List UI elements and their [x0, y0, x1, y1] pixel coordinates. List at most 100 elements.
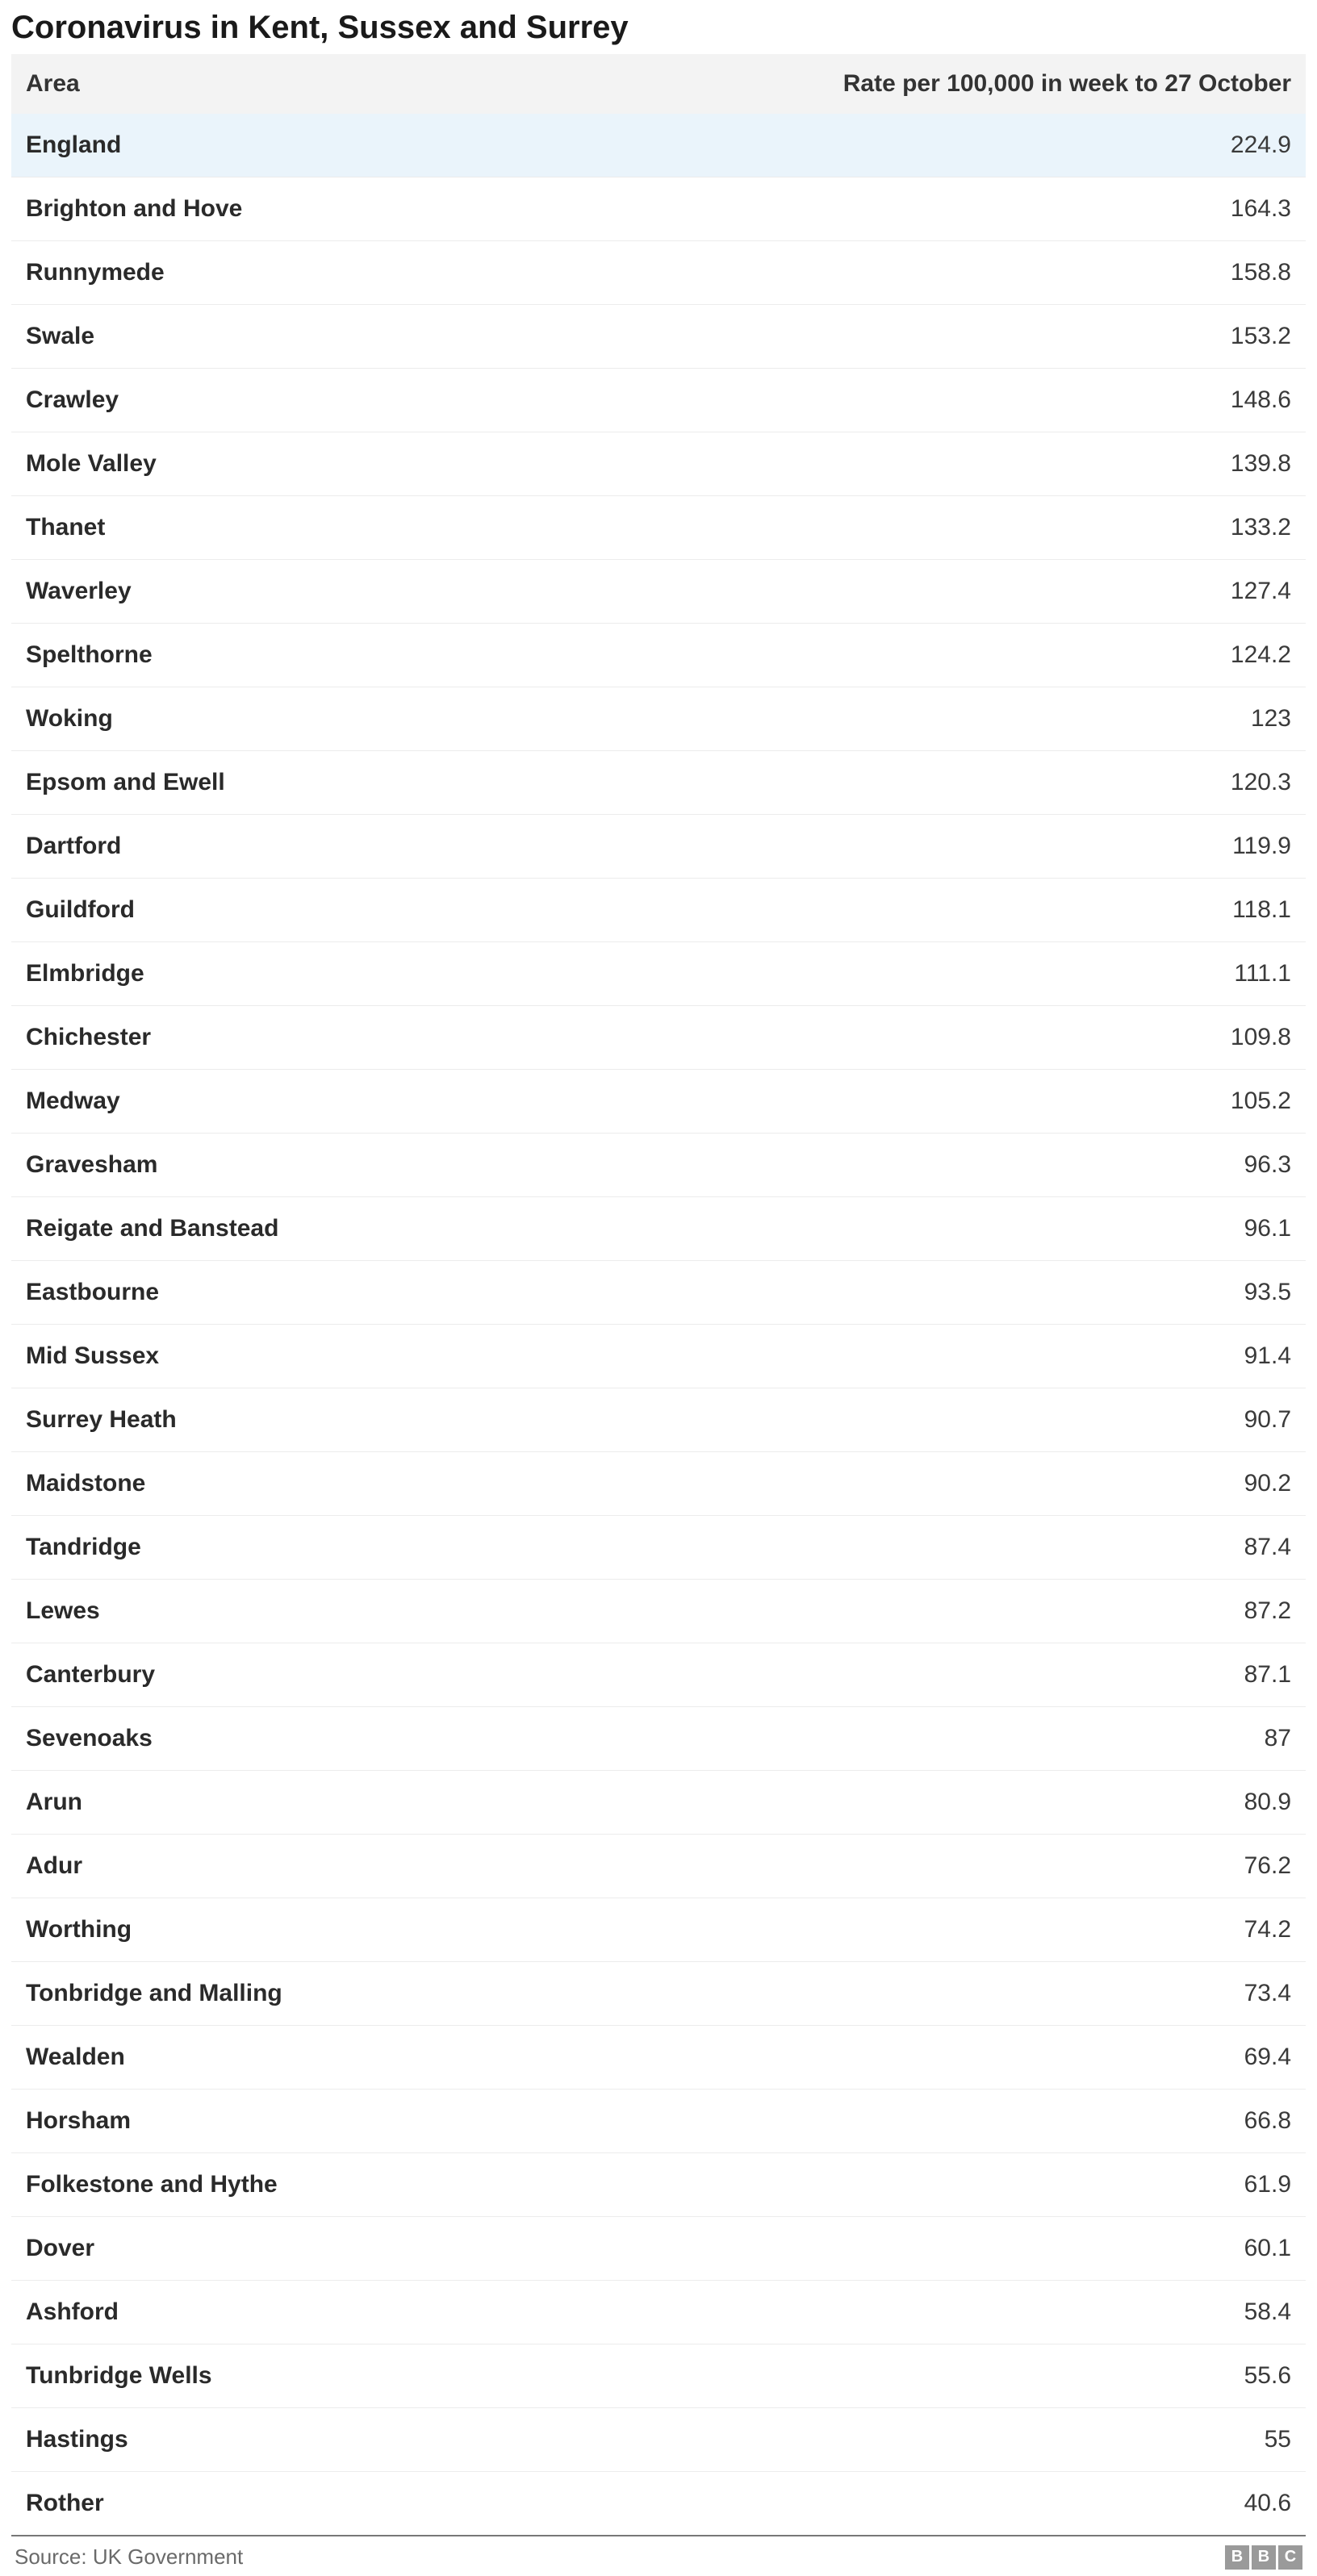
cell-rate: 66.8 — [658, 2090, 1306, 2153]
cell-area: Runnymede — [11, 241, 658, 305]
cell-area: Gravesham — [11, 1134, 658, 1197]
cell-rate: 111.1 — [658, 942, 1306, 1006]
table-row: Adur76.2 — [11, 1835, 1306, 1898]
cell-rate: 139.8 — [658, 432, 1306, 496]
table-row: Hastings55 — [11, 2408, 1306, 2472]
cell-rate: 69.4 — [658, 2026, 1306, 2090]
cell-rate: 87.4 — [658, 1516, 1306, 1580]
cell-rate: 87 — [658, 1707, 1306, 1771]
cell-rate: 58.4 — [658, 2281, 1306, 2344]
cell-area: Worthing — [11, 1898, 658, 1962]
table-row: Dartford119.9 — [11, 815, 1306, 879]
table-row: Spelthorne124.2 — [11, 624, 1306, 687]
table-row: Runnymede158.8 — [11, 241, 1306, 305]
column-header-rate: Rate per 100,000 in week to 27 October — [658, 54, 1306, 114]
source-text: Source: UK Government — [15, 2545, 243, 2570]
cell-rate: 96.1 — [658, 1197, 1306, 1261]
cell-rate: 164.3 — [658, 177, 1306, 241]
cell-rate: 80.9 — [658, 1771, 1306, 1835]
table-row: Guildford118.1 — [11, 879, 1306, 942]
cell-area: Elmbridge — [11, 942, 658, 1006]
cell-rate: 158.8 — [658, 241, 1306, 305]
cell-area: Chichester — [11, 1006, 658, 1070]
cell-rate: 109.8 — [658, 1006, 1306, 1070]
cell-area: Waverley — [11, 560, 658, 624]
table-row: Woking123 — [11, 687, 1306, 751]
table-footer: Source: UK Government B B C — [11, 2536, 1306, 2570]
table-row: Chichester109.8 — [11, 1006, 1306, 1070]
cell-area: Folkestone and Hythe — [11, 2153, 658, 2217]
cell-area: Medway — [11, 1070, 658, 1134]
cell-area: Eastbourne — [11, 1261, 658, 1325]
cell-area: Tonbridge and Malling — [11, 1962, 658, 2026]
cell-rate: 120.3 — [658, 751, 1306, 815]
table-row: Wealden69.4 — [11, 2026, 1306, 2090]
table-row: Maidstone90.2 — [11, 1452, 1306, 1516]
cell-area: Horsham — [11, 2090, 658, 2153]
table-row: Sevenoaks87 — [11, 1707, 1306, 1771]
cell-area: Woking — [11, 687, 658, 751]
cell-rate: 90.7 — [658, 1388, 1306, 1452]
cell-rate: 55 — [658, 2408, 1306, 2472]
cell-area: Ashford — [11, 2281, 658, 2344]
cell-area: Lewes — [11, 1580, 658, 1643]
cell-rate: 73.4 — [658, 1962, 1306, 2026]
table-row: Arun80.9 — [11, 1771, 1306, 1835]
cell-rate: 127.4 — [658, 560, 1306, 624]
cell-area: Dover — [11, 2217, 658, 2281]
cell-area: Mid Sussex — [11, 1325, 658, 1388]
cell-rate: 93.5 — [658, 1261, 1306, 1325]
table-row: Reigate and Banstead96.1 — [11, 1197, 1306, 1261]
cell-rate: 74.2 — [658, 1898, 1306, 1962]
table-row: Tonbridge and Malling73.4 — [11, 1962, 1306, 2026]
cell-rate: 119.9 — [658, 815, 1306, 879]
table-row: Gravesham96.3 — [11, 1134, 1306, 1197]
table-row: Mid Sussex91.4 — [11, 1325, 1306, 1388]
cell-area: Arun — [11, 1771, 658, 1835]
cell-rate: 105.2 — [658, 1070, 1306, 1134]
cell-area: Tunbridge Wells — [11, 2344, 658, 2408]
cell-area: Tandridge — [11, 1516, 658, 1580]
bbc-logo-letter: C — [1278, 2545, 1302, 2570]
cell-rate: 96.3 — [658, 1134, 1306, 1197]
cell-rate: 60.1 — [658, 2217, 1306, 2281]
table-row: Mole Valley139.8 — [11, 432, 1306, 496]
table-row: Canterbury87.1 — [11, 1643, 1306, 1707]
cell-area: Crawley — [11, 369, 658, 432]
table-body: England224.9Brighton and Hove164.3Runnym… — [11, 114, 1306, 2536]
table-row: Tandridge87.4 — [11, 1516, 1306, 1580]
cell-rate: 148.6 — [658, 369, 1306, 432]
table-row: Elmbridge111.1 — [11, 942, 1306, 1006]
cell-rate: 55.6 — [658, 2344, 1306, 2408]
table-row: Crawley148.6 — [11, 369, 1306, 432]
table-container: Coronavirus in Kent, Sussex and Surrey A… — [0, 0, 1317, 2576]
cell-area: Thanet — [11, 496, 658, 560]
cell-area: Reigate and Banstead — [11, 1197, 658, 1261]
table-row: Tunbridge Wells55.6 — [11, 2344, 1306, 2408]
cell-area: Surrey Heath — [11, 1388, 658, 1452]
table-row: Eastbourne93.5 — [11, 1261, 1306, 1325]
cell-area: Adur — [11, 1835, 658, 1898]
table-row: Epsom and Ewell120.3 — [11, 751, 1306, 815]
cell-rate: 123 — [658, 687, 1306, 751]
cell-rate: 118.1 — [658, 879, 1306, 942]
table-row: Waverley127.4 — [11, 560, 1306, 624]
cell-area: Brighton and Hove — [11, 177, 658, 241]
table-header-row: Area Rate per 100,000 in week to 27 Octo… — [11, 54, 1306, 114]
cell-area: Canterbury — [11, 1643, 658, 1707]
column-header-area: Area — [11, 54, 658, 114]
cell-rate: 133.2 — [658, 496, 1306, 560]
rates-table: Area Rate per 100,000 in week to 27 Octo… — [11, 54, 1306, 2536]
table-row: Surrey Heath90.7 — [11, 1388, 1306, 1452]
table-row: England224.9 — [11, 114, 1306, 177]
table-row: Lewes87.2 — [11, 1580, 1306, 1643]
cell-area: Sevenoaks — [11, 1707, 658, 1771]
table-row: Ashford58.4 — [11, 2281, 1306, 2344]
table-row: Medway105.2 — [11, 1070, 1306, 1134]
cell-area: Spelthorne — [11, 624, 658, 687]
cell-area: Hastings — [11, 2408, 658, 2472]
table-row: Folkestone and Hythe61.9 — [11, 2153, 1306, 2217]
table-row: Brighton and Hove164.3 — [11, 177, 1306, 241]
cell-area: Maidstone — [11, 1452, 658, 1516]
cell-rate: 90.2 — [658, 1452, 1306, 1516]
